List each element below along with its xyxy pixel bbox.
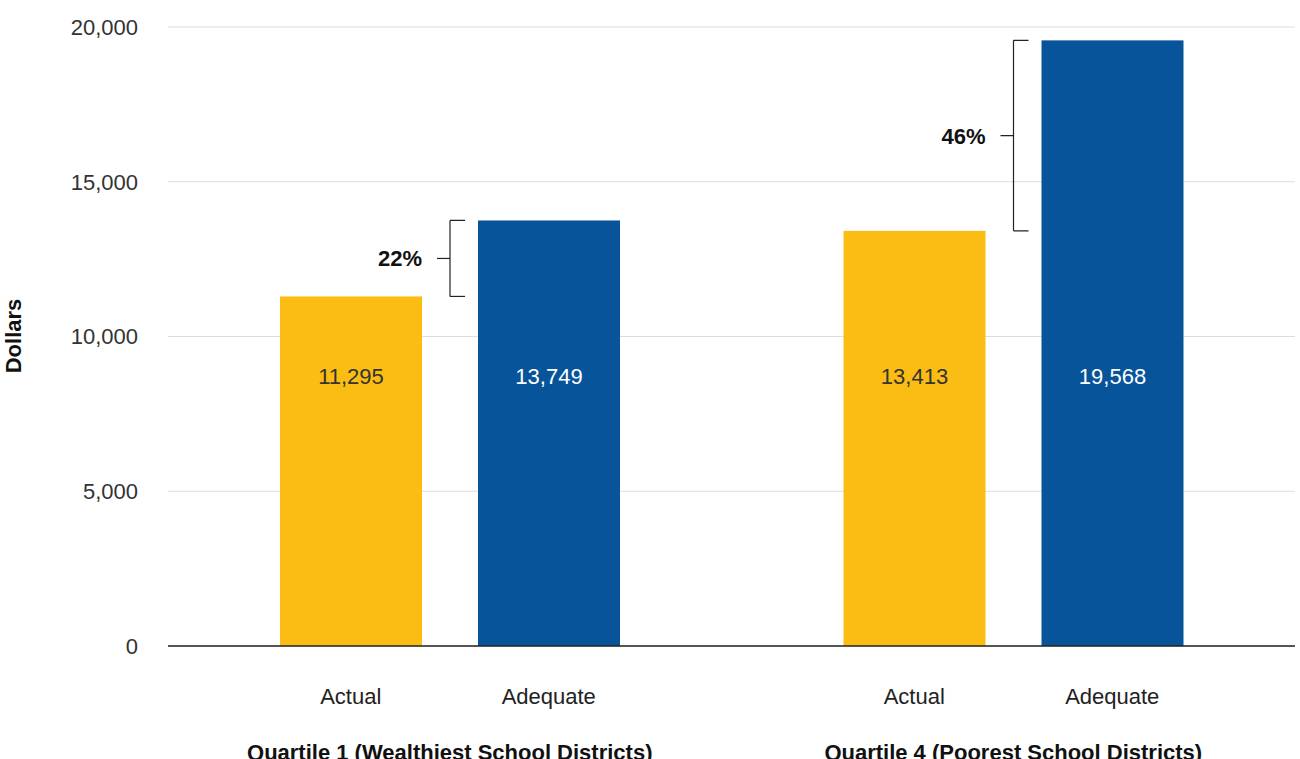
svg-text:Actual: Actual xyxy=(884,684,945,709)
svg-text:46%: 46% xyxy=(941,124,985,149)
svg-text:Quartile 4 (Poorest School Dis: Quartile 4 (Poorest School Districts) xyxy=(824,740,1202,759)
svg-text:22%: 22% xyxy=(378,246,422,271)
svg-text:20,000: 20,000 xyxy=(71,15,138,40)
svg-text:10,000: 10,000 xyxy=(71,324,138,349)
html-text:Dollars: Dollars xyxy=(1,298,26,374)
svg-text:Adequate: Adequate xyxy=(1065,684,1159,709)
svg-text:Quartile 1 (Wealthiest School: Quartile 1 (Wealthiest School Districts) xyxy=(247,740,652,759)
svg-text:5,000: 5,000 xyxy=(83,479,138,504)
svg-text:0: 0 xyxy=(126,634,138,659)
svg-text:13,413: 13,413 xyxy=(881,364,948,389)
svg-text:Actual: Actual xyxy=(320,684,381,709)
svg-text:Adequate: Adequate xyxy=(502,684,596,709)
svg-text:19,568: 19,568 xyxy=(1079,364,1146,389)
svg-text:13,749: 13,749 xyxy=(515,364,582,389)
svg-text:11,295: 11,295 xyxy=(318,364,384,389)
svg-text:15,000: 15,000 xyxy=(71,170,138,195)
